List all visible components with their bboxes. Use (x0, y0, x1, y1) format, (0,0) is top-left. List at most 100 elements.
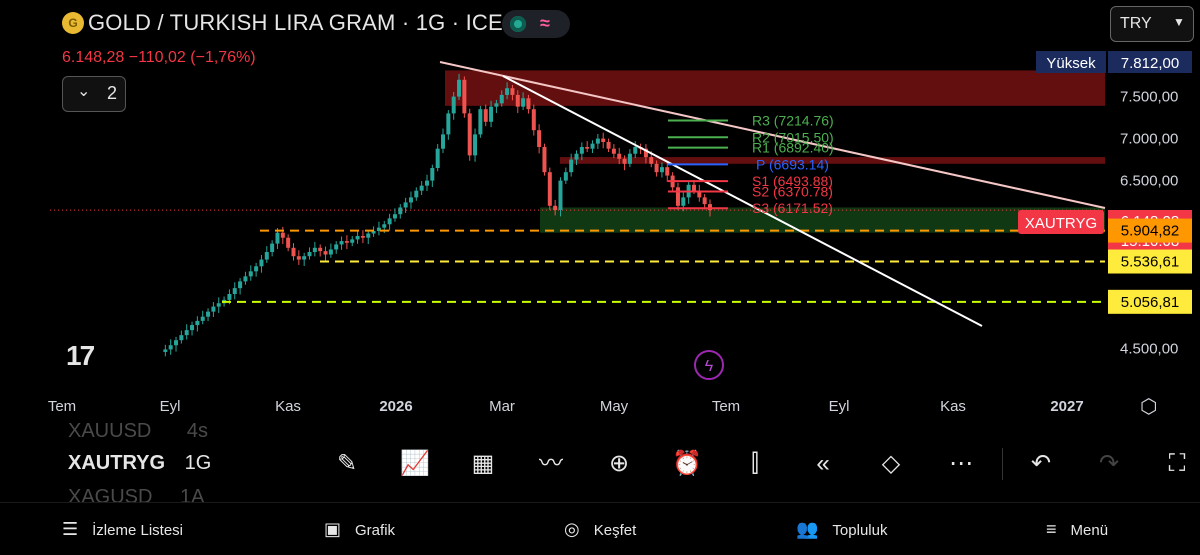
fullscreen-icon[interactable]: ⛶ (1168, 450, 1186, 477)
candle-body (398, 207, 403, 215)
alarm-icon[interactable]: ⏰ (672, 450, 702, 477)
symbol-badge-label: XAUTRYG (1025, 215, 1097, 232)
replay-icon[interactable]: « (816, 450, 830, 477)
symbol-name: XAUUSD (68, 420, 152, 442)
market-open-icon (510, 16, 526, 32)
price-axis-tick: 4.500,00 (1120, 341, 1178, 358)
candle-body (708, 204, 712, 211)
candle-body (681, 197, 686, 206)
nav-explore[interactable]: ◎ Keşfet (564, 519, 636, 540)
candle-body (494, 103, 499, 107)
candle-body (515, 94, 520, 107)
nav-label: Topluluk (832, 522, 888, 539)
bottom-navigation: ☰ İzleme Listesi ▣ Grafik ◎ Keşfet 👥 Toplulu… (0, 502, 1200, 555)
high-badge-value: 7.812,00 (1121, 55, 1179, 72)
candle-body (355, 236, 360, 240)
chevron-down-icon: ⌄ (77, 83, 91, 100)
candle-body (206, 311, 211, 317)
candle-body (296, 256, 301, 260)
price-chart[interactable]: R3 (7214.76)R2 (7015.50)R1 (6892.40)P (6… (0, 0, 1200, 420)
time-axis-label: May (600, 398, 629, 415)
pivot-label: R1 (6892.40) (752, 140, 834, 156)
nav-label: Menü (1070, 522, 1109, 539)
candle-body (350, 239, 355, 243)
candle-body (446, 113, 451, 135)
price-axis-tick: 7.000,00 (1120, 131, 1178, 148)
high-badge-label-bg (1036, 51, 1106, 73)
candle-body (184, 330, 189, 336)
symbol-name: XAUTRYG (68, 452, 166, 474)
candle-body (424, 180, 429, 186)
gold-coin-icon: G (62, 12, 84, 34)
explore-icon: ◎ (564, 519, 580, 539)
templates-icon[interactable]: ▦ (471, 450, 495, 477)
more-icon[interactable]: ⋯ (949, 450, 973, 477)
candle-body (505, 88, 510, 95)
candle-body (467, 113, 472, 156)
watchlist-current[interactable]: XAUTRYG 1G (68, 452, 211, 475)
candle-type-icon[interactable]: ⫿ (751, 450, 759, 477)
candle-body (339, 241, 344, 245)
resistance-zone (560, 157, 1105, 164)
nav-label: Keşfet (593, 522, 637, 539)
toolbar-divider (1002, 448, 1003, 480)
pen-icon[interactable]: ✎ (336, 450, 358, 477)
currency-select[interactable]: TRY ▼ (1110, 6, 1194, 42)
candle-body (478, 109, 483, 135)
candle-body (312, 247, 317, 252)
indicator-collapse-button[interactable]: ⌄ 2 (62, 76, 126, 112)
add-icon[interactable]: ⊕ (608, 450, 630, 477)
market-status-pill[interactable]: ≈ (502, 10, 570, 38)
candle-body (665, 167, 670, 176)
candle-body (569, 159, 574, 173)
candle-body (259, 259, 264, 267)
candle-body (254, 266, 259, 272)
candle-body (697, 190, 702, 198)
candle-body (553, 205, 558, 210)
time-axis-label: Tem (48, 398, 76, 415)
symbol-title[interactable]: GOLD / TURKISH LIRA GRAM · 1G · ICE (88, 10, 503, 35)
candle-body (702, 197, 707, 205)
time-axis-label: Eyl (160, 398, 181, 415)
candle-body (622, 158, 627, 164)
nav-chart[interactable]: ▣ Grafik (324, 519, 395, 540)
layers-icon[interactable]: ◇ (881, 450, 901, 477)
candle-body (328, 249, 333, 255)
candle-body (243, 276, 248, 282)
lightning-icon[interactable]: ϟ (694, 350, 724, 380)
candle-body (195, 320, 200, 326)
candle-body (174, 340, 179, 346)
nav-watchlist[interactable]: ☰ İzleme Listesi (62, 519, 183, 540)
undo-icon[interactable]: ↶ (1030, 450, 1052, 477)
candle-body (462, 79, 467, 114)
candle-body (291, 247, 296, 257)
settings-icon[interactable]: ⬡ (1140, 396, 1158, 418)
candle-body (457, 79, 462, 97)
price-axis-tick: 7.500,00 (1120, 89, 1178, 106)
candle-body (163, 349, 168, 352)
candle-body (537, 130, 542, 147)
nav-community[interactable]: 👥 Topluluk (796, 519, 887, 540)
candle-body (318, 247, 323, 252)
indicator-count: 2 (107, 83, 118, 103)
currency-label: TRY (1120, 15, 1152, 32)
candle-body (590, 143, 595, 149)
candle-body (521, 98, 526, 107)
candle-body (649, 157, 654, 164)
candle-body (280, 232, 285, 238)
redo-icon[interactable]: ↷ (1098, 450, 1120, 477)
candle-body (403, 202, 408, 208)
indicators-icon[interactable]: 📈 (400, 450, 430, 477)
nav-label: Grafik (355, 522, 396, 539)
nav-menu[interactable]: ≡ Menü (1046, 519, 1108, 540)
level-badge-value: 5.056,81 (1121, 294, 1179, 311)
watchlist-prev[interactable]: XAUUSD 4s (68, 420, 208, 443)
pivot-label: P (6693.14) (756, 156, 829, 172)
candle-body (179, 335, 184, 341)
candle-body (633, 147, 638, 154)
candle-body (627, 153, 632, 164)
candle-body (307, 252, 312, 257)
candle-body (659, 167, 664, 173)
candle-body (419, 185, 424, 191)
compare-icon[interactable]: 〰 (539, 450, 563, 477)
